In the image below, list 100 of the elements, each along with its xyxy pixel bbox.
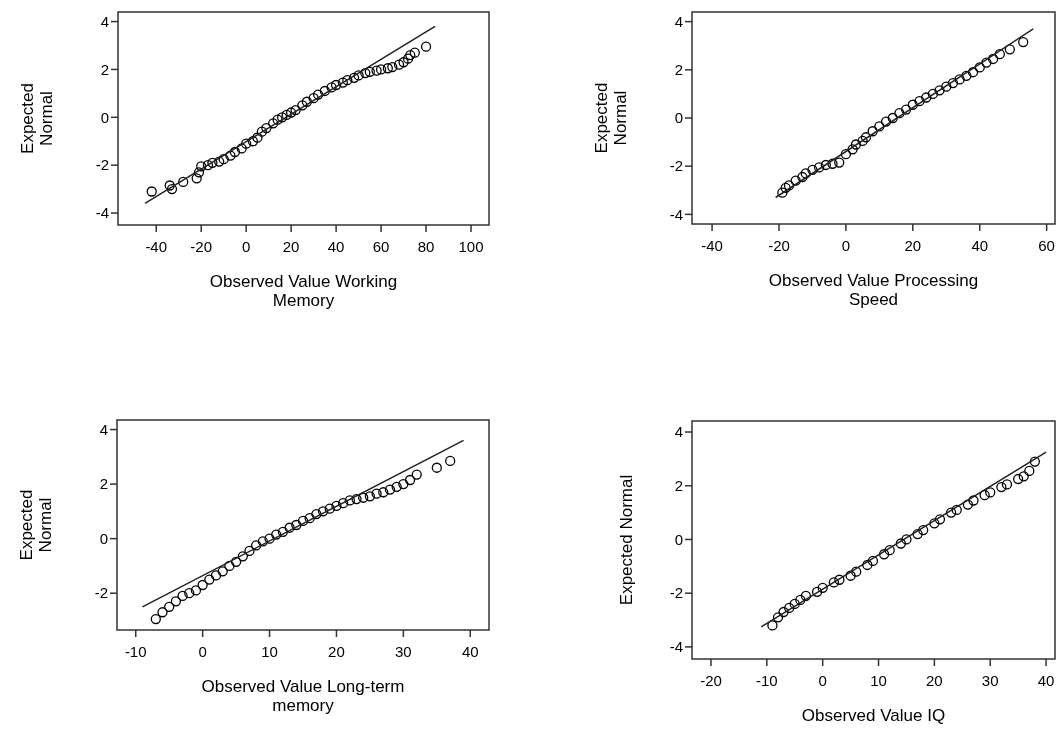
x-tick-label: 30 (981, 672, 999, 689)
point (371, 65, 382, 76)
y-axis-title: Expected Normal (17, 489, 55, 561)
point (312, 89, 324, 100)
x-tick-label: -20 (190, 238, 213, 255)
x-tick-label: -10 (755, 672, 778, 689)
x-tick-label: 10 (870, 672, 887, 689)
x-tick-label: 40 (1037, 672, 1055, 689)
point (157, 607, 168, 618)
point (834, 157, 845, 168)
point (224, 560, 235, 572)
point (827, 158, 838, 169)
y-tick-label: 2 (100, 60, 109, 78)
y-tick-label: -2 (94, 584, 108, 602)
point (225, 150, 236, 161)
point (170, 596, 182, 607)
point (951, 504, 962, 516)
point (261, 122, 272, 134)
point (1029, 456, 1041, 467)
point (900, 104, 912, 115)
point (210, 570, 222, 581)
point (967, 67, 979, 78)
point (968, 495, 979, 506)
point (291, 519, 302, 531)
point (247, 136, 259, 147)
point (398, 57, 409, 68)
point (285, 107, 297, 118)
point (190, 585, 202, 596)
point (348, 72, 360, 83)
point (371, 488, 382, 499)
point (941, 81, 952, 92)
point (237, 551, 248, 562)
point (319, 85, 331, 97)
point (860, 132, 872, 143)
point (996, 481, 1007, 493)
x-tick-label: 0 (241, 238, 251, 255)
x-tick-label: 0 (198, 643, 207, 660)
point (360, 67, 371, 79)
point (326, 82, 337, 93)
point (1004, 44, 1015, 55)
y-axis-title: Expected Normal (18, 83, 56, 154)
point (811, 586, 823, 597)
point (290, 104, 301, 116)
point (974, 62, 985, 73)
point (391, 481, 402, 492)
point (867, 126, 878, 137)
point (218, 154, 229, 165)
point (789, 598, 800, 610)
point (337, 77, 348, 88)
point (404, 474, 416, 486)
point (985, 487, 996, 498)
point (308, 93, 319, 104)
point (1012, 473, 1024, 485)
y-tick-label: -2 (95, 156, 109, 174)
point (795, 594, 806, 606)
point (378, 487, 389, 498)
point (945, 507, 957, 518)
point (281, 109, 292, 121)
point (914, 95, 925, 107)
point (979, 489, 990, 501)
x-tick-label: -20 (768, 237, 790, 254)
point (850, 139, 862, 150)
point (402, 53, 414, 64)
point (351, 493, 362, 505)
x-axis-title: Observed Value Processing Speed (768, 271, 979, 309)
point (358, 492, 369, 503)
point (820, 159, 831, 171)
y-tick-label: -2 (669, 584, 683, 602)
point (895, 538, 907, 549)
y-axis-title: Expected Normal (617, 474, 636, 606)
point (840, 148, 852, 160)
y-axis-title: Expected Normal (592, 82, 630, 154)
point (857, 135, 868, 147)
x-axis-title: Observed Value Working Memory (209, 272, 398, 310)
point (784, 602, 795, 614)
x-tick-label: 30 (395, 643, 412, 660)
point (353, 70, 364, 81)
x-tick-label: 10 (261, 643, 278, 660)
point (268, 118, 279, 129)
point (1001, 479, 1013, 490)
point (364, 66, 375, 77)
point (297, 100, 308, 111)
point (790, 175, 801, 186)
point (817, 582, 828, 593)
point (994, 49, 1005, 60)
y-tick-label: -4 (669, 638, 683, 656)
x-tick-label: 60 (1038, 237, 1055, 254)
point (1024, 465, 1035, 477)
point (894, 108, 905, 119)
point (229, 146, 241, 158)
point (272, 114, 283, 125)
point (382, 63, 393, 74)
point (918, 524, 929, 536)
x-tick-label: 100 (458, 238, 484, 255)
point (907, 99, 918, 110)
y-tick-label: -2 (669, 157, 683, 175)
point (236, 143, 247, 154)
point (244, 545, 255, 557)
point (772, 612, 784, 623)
point (277, 526, 289, 537)
